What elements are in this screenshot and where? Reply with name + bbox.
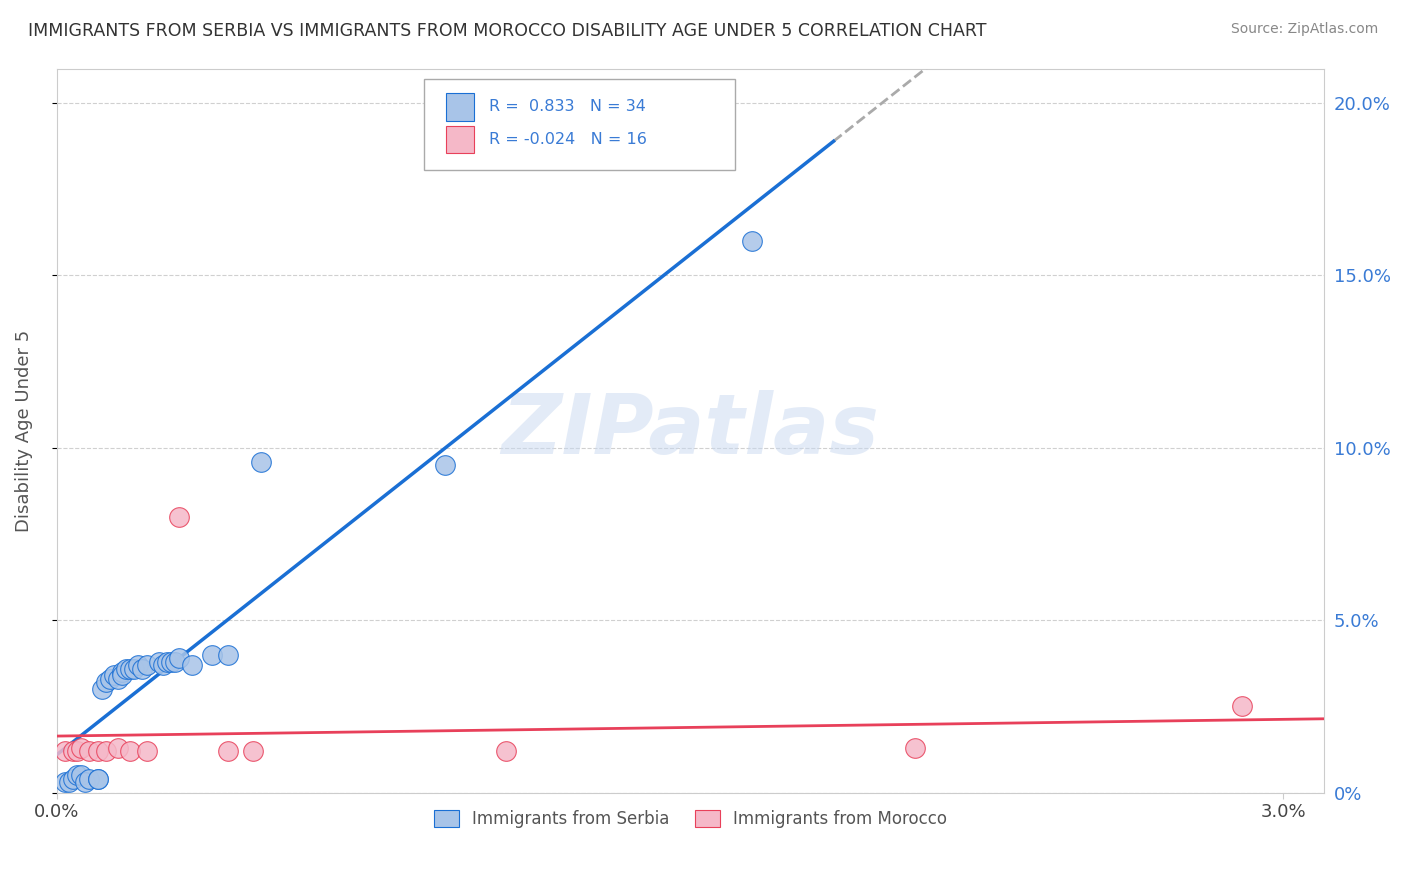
Point	[66, 768, 89, 782]
Point	[156, 655, 179, 669]
FancyBboxPatch shape	[446, 126, 474, 153]
Point	[94, 744, 117, 758]
Point	[115, 661, 138, 675]
Point	[111, 665, 134, 679]
Point	[62, 744, 84, 758]
Point	[1232, 699, 1254, 714]
Point	[135, 744, 157, 758]
Text: IMMIGRANTS FROM SERBIA VS IMMIGRANTS FROM MOROCCO DISABILITY AGE UNDER 5 CORRELA: IMMIGRANTS FROM SERBIA VS IMMIGRANTS FRO…	[28, 22, 987, 40]
Point	[127, 658, 149, 673]
Point	[180, 658, 202, 673]
Point	[107, 740, 129, 755]
Point	[66, 744, 89, 758]
Point	[201, 648, 224, 662]
Point	[120, 661, 142, 675]
Point	[103, 668, 125, 682]
Point	[242, 744, 264, 758]
Point	[86, 772, 108, 786]
Point	[62, 772, 84, 786]
Point	[160, 655, 183, 669]
Point	[120, 744, 142, 758]
Point	[79, 744, 101, 758]
FancyBboxPatch shape	[446, 93, 474, 120]
Text: R = -0.024   N = 16: R = -0.024 N = 16	[489, 132, 647, 147]
Point	[86, 772, 108, 786]
Point	[90, 682, 112, 697]
Point	[152, 658, 174, 673]
Point	[434, 458, 457, 472]
Y-axis label: Disability Age Under 5: Disability Age Under 5	[15, 329, 32, 532]
Point	[217, 744, 239, 758]
Point	[148, 655, 170, 669]
Point	[165, 655, 187, 669]
Point	[495, 744, 517, 758]
Point	[131, 661, 153, 675]
Point	[217, 648, 239, 662]
Point	[169, 509, 191, 524]
Text: ZIPatlas: ZIPatlas	[502, 390, 879, 471]
Legend: Immigrants from Serbia, Immigrants from Morocco: Immigrants from Serbia, Immigrants from …	[427, 804, 953, 835]
Point	[250, 455, 273, 469]
Point	[741, 234, 763, 248]
Point	[94, 675, 117, 690]
Point	[53, 775, 76, 789]
Point	[135, 658, 157, 673]
Point	[53, 744, 76, 758]
Point	[169, 651, 191, 665]
Point	[70, 740, 93, 755]
Point	[124, 661, 146, 675]
Point	[904, 740, 927, 755]
Point	[70, 768, 93, 782]
Point	[107, 672, 129, 686]
Text: R =  0.833   N = 34: R = 0.833 N = 34	[489, 99, 645, 114]
Point	[79, 772, 101, 786]
Point	[58, 775, 80, 789]
Text: Source: ZipAtlas.com: Source: ZipAtlas.com	[1230, 22, 1378, 37]
Point	[98, 672, 121, 686]
FancyBboxPatch shape	[425, 79, 735, 169]
Point	[111, 668, 134, 682]
Point	[75, 775, 97, 789]
Point	[86, 744, 108, 758]
